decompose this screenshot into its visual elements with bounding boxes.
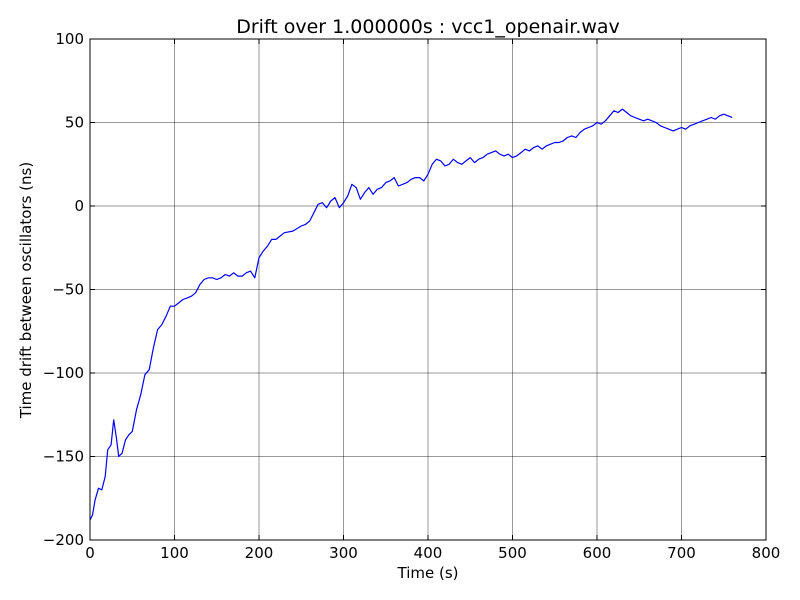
- x-tick-label: 100: [160, 544, 189, 562]
- x-tick-label: 600: [583, 544, 612, 562]
- y-tick-label: 100: [55, 30, 84, 48]
- x-tick-label: 200: [245, 544, 274, 562]
- y-axis-label: Time drift between oscillators (ns): [17, 162, 35, 419]
- x-tick-label: 0: [85, 544, 95, 562]
- y-tick-label: 0: [74, 197, 84, 215]
- x-tick-label: 700: [667, 544, 696, 562]
- y-tick-label: 50: [65, 114, 84, 132]
- series-line: [89, 108, 733, 521]
- axis-ticks: [89, 38, 767, 541]
- x-tick-label: 400: [414, 544, 443, 562]
- x-tick-label: 300: [329, 544, 358, 562]
- series-layer: [89, 108, 733, 521]
- x-tick-label: 800: [752, 544, 781, 562]
- y-tick-label: −150: [43, 448, 84, 466]
- y-tick-label: −200: [43, 531, 84, 549]
- y-tick-labels: −200 −150 −100 −50 0 50 100: [43, 30, 84, 549]
- x-axis-label: Time (s): [397, 564, 459, 582]
- chart-title: Drift over 1.000000s : vcc1_openair.wav: [236, 16, 620, 38]
- x-tick-labels: 0 100 200 300 400 500 600 700 800: [85, 544, 780, 562]
- x-tick-label: 500: [498, 544, 527, 562]
- y-tick-label: −50: [52, 281, 84, 299]
- y-tick-label: −100: [43, 364, 84, 382]
